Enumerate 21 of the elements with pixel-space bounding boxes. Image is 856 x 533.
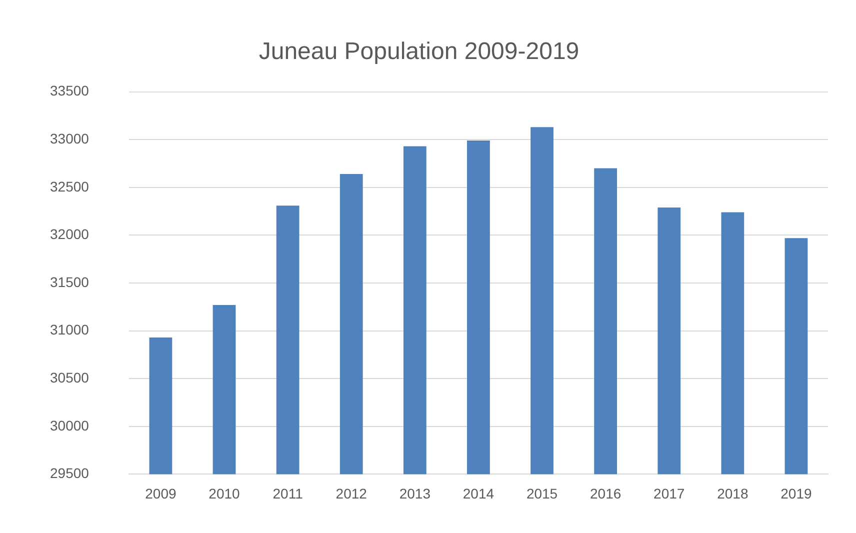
x-tick-label: 2017 [654, 485, 685, 502]
x-tick-label: 2015 [526, 485, 558, 502]
x-tick-label: 2018 [717, 485, 748, 502]
x-tick-label: 2010 [208, 485, 240, 502]
y-tick-label: 32500 [50, 178, 90, 194]
y-tick-label: 33000 [50, 130, 90, 146]
y-tick-label: 30500 [50, 369, 90, 386]
x-tick-label: 2009 [145, 485, 176, 502]
y-tick-label: 32000 [50, 226, 90, 242]
y-tick-label: 31000 [50, 322, 90, 338]
y-tick-label: 33500 [50, 82, 90, 99]
y-tick-label: 30000 [50, 417, 90, 434]
y-tick-label: 29500 [50, 465, 90, 482]
x-tick-label: 2019 [780, 485, 812, 502]
x-tick-label: 2013 [399, 485, 431, 502]
x-tick-label: 2012 [336, 485, 368, 502]
y-tick-label: 31500 [50, 274, 90, 290]
chart-title: Juneau Population 2009-2019 [258, 38, 580, 66]
x-tick-label: 2014 [462, 485, 494, 502]
x-tick-label: 2016 [590, 485, 622, 502]
x-tick-label: 2011 [272, 485, 304, 502]
